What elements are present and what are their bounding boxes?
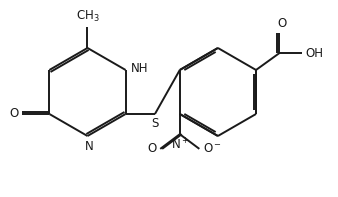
Text: O: O	[148, 142, 157, 155]
Text: NH: NH	[130, 62, 148, 75]
Text: O: O	[277, 17, 287, 30]
Text: N: N	[85, 140, 94, 153]
Text: O: O	[10, 108, 19, 121]
Text: N$^+$: N$^+$	[171, 137, 189, 152]
Text: O$^-$: O$^-$	[202, 142, 222, 155]
Text: OH: OH	[306, 46, 323, 59]
Text: S: S	[151, 117, 159, 130]
Text: CH$_3$: CH$_3$	[76, 9, 99, 24]
